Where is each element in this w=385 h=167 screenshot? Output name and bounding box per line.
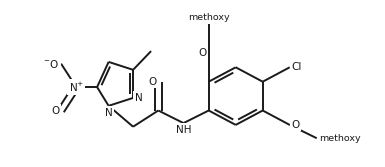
Text: $^{-}$O: $^{-}$O bbox=[43, 58, 59, 70]
Text: O: O bbox=[291, 120, 300, 130]
Text: methoxy: methoxy bbox=[320, 134, 361, 143]
Text: N$^{+}$: N$^{+}$ bbox=[69, 80, 84, 94]
Text: methoxy: methoxy bbox=[188, 13, 229, 22]
Text: O: O bbox=[148, 77, 156, 87]
Text: O: O bbox=[199, 48, 207, 58]
Text: Cl: Cl bbox=[291, 62, 302, 72]
Text: N: N bbox=[105, 108, 112, 118]
Text: NH: NH bbox=[176, 125, 191, 135]
Text: N: N bbox=[135, 93, 143, 103]
Text: O: O bbox=[51, 106, 59, 116]
